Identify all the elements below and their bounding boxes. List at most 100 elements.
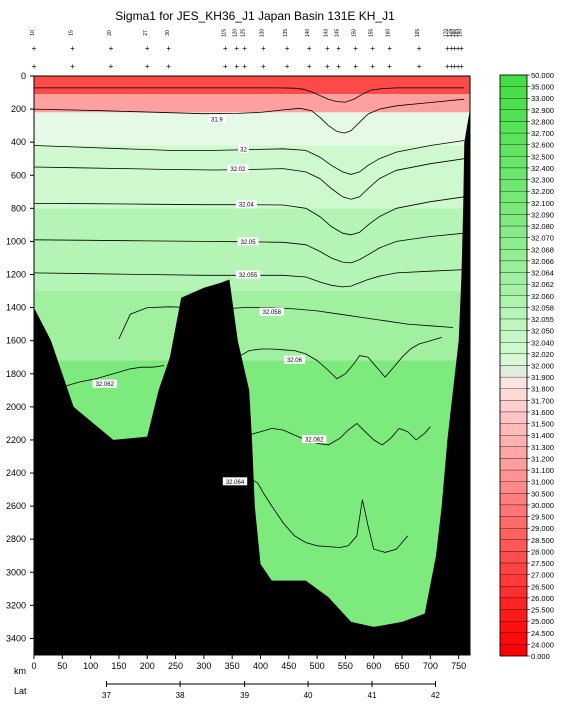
colorbar-label: 28.000 (531, 547, 554, 556)
lat-tick-label: 37 (102, 691, 111, 700)
colorbar-swatch (499, 214, 528, 227)
latitude-axis: 37 38 39 40 41 42 (102, 681, 440, 700)
colorbar-swatch (499, 400, 528, 413)
station-marker: + (70, 62, 75, 71)
colorbar-swatch (499, 307, 528, 320)
station-marker: + (70, 44, 75, 53)
bottom-topography (34, 109, 470, 655)
station-marker: + (145, 44, 150, 53)
lat-tick-label: 39 (240, 691, 249, 700)
colorbar-swatch (499, 423, 528, 436)
colorbar-label: 32.300 (531, 176, 554, 185)
colorbar-swatch (499, 74, 528, 87)
colorbar-swatch (499, 539, 528, 552)
colorbar-label: 29.000 (531, 524, 554, 533)
colorbar-swatch (499, 632, 528, 645)
y-tick-label: 2000 (6, 402, 26, 412)
station-label: 140 (305, 29, 311, 38)
station-marker: + (459, 62, 464, 71)
station-marker: + (32, 62, 37, 71)
colorbar-swatch (499, 179, 528, 192)
station-label: 190 (458, 29, 464, 38)
contour-line (34, 158, 465, 200)
colorbar-label: 25.000 (531, 617, 554, 626)
contour-label-bg (238, 144, 249, 153)
contour-line (34, 98, 465, 134)
x-tick-label: 150 (111, 661, 126, 671)
station-marker: + (452, 44, 457, 53)
colorbar-label: 31.100 (531, 466, 554, 475)
station-marker: + (307, 44, 312, 53)
fill-band (34, 112, 470, 146)
colorbar: 50.000 35.000 33.000 32.900 32.800 32.700 32.6… (499, 71, 554, 661)
x-tick-label: 550 (338, 661, 353, 671)
colorbar-swatch (499, 586, 528, 599)
station-marker: + (307, 62, 312, 71)
lat-tick-label: 38 (176, 691, 185, 700)
contour-label-bg (235, 200, 257, 209)
y-tick-label: 2200 (6, 435, 26, 445)
station-label: 130 (259, 29, 265, 38)
colorbar-label: 31.900 (531, 373, 554, 382)
station-label: 160 (386, 29, 392, 38)
station-marker: + (109, 62, 114, 71)
x-tick-label: 350 (225, 661, 240, 671)
colorbar-swatch (499, 411, 528, 424)
colorbar-label: 0.000 (531, 652, 550, 661)
colorbar-label: 31.500 (531, 420, 554, 429)
colorbar-label: 26.500 (531, 582, 554, 591)
station-marker: + (145, 62, 150, 71)
x-tick-label: 0 (31, 661, 36, 671)
station-marker: + (387, 44, 392, 53)
colorbar-label: 29.500 (531, 513, 554, 522)
colorbar-swatch (499, 353, 528, 366)
station-marker: + (353, 62, 358, 71)
colorbar-swatch (499, 202, 528, 215)
x-tick-label: 500 (310, 661, 325, 671)
colorbar-label: 32.064 (531, 269, 554, 278)
station-marker: + (32, 44, 37, 53)
station-marker: + (417, 62, 422, 71)
colorbar-swatch (499, 167, 528, 180)
colorbar-swatch (499, 132, 528, 145)
y-tick-label: 800 (11, 203, 26, 213)
contour-line (237, 422, 431, 446)
colorbar-label: 27.000 (531, 571, 554, 580)
colorbar-swatch (499, 272, 528, 285)
x-tick-label: 650 (395, 661, 410, 671)
colorbar-label: 32.040 (531, 338, 554, 347)
y-tick-label: 1200 (6, 270, 26, 280)
y-tick-label: 1800 (6, 369, 26, 379)
station-marker: + (109, 44, 114, 53)
station-marker: + (452, 62, 457, 71)
contour-label: 32.058 (263, 310, 282, 316)
colorbar-swatch (499, 121, 528, 134)
lat-tick-label: 40 (304, 691, 313, 700)
contour-line (34, 232, 465, 264)
x-tick-label: 50 (57, 661, 67, 671)
colorbar-swatch (499, 318, 528, 331)
station-marker: + (370, 62, 375, 71)
contour-line (62, 365, 165, 388)
station-label: 145 (335, 29, 341, 38)
colorbar-swatch (499, 98, 528, 111)
station-label: 115 (221, 29, 227, 37)
colorbar-label: 31.400 (531, 431, 554, 440)
contour-label-bg (222, 477, 248, 486)
colorbar-swatch (499, 458, 528, 471)
colorbar-label: 32.090 (531, 210, 554, 219)
station-label: 170 (443, 29, 449, 38)
colorbar-swatch (499, 144, 528, 157)
station-marker: + (234, 62, 239, 71)
x-tick-label: 400 (253, 661, 268, 671)
station-label: 27 (143, 30, 149, 36)
x-tick-label: 750 (451, 661, 466, 671)
colorbar-swatch (499, 446, 528, 459)
colorbar-swatch (499, 551, 528, 564)
colorbar-swatch (499, 493, 528, 506)
contour-label: 32.04 (239, 203, 255, 209)
colorbar-swatch (499, 516, 528, 529)
colorbar-label: 32.050 (531, 327, 554, 336)
fill-band (34, 145, 470, 209)
